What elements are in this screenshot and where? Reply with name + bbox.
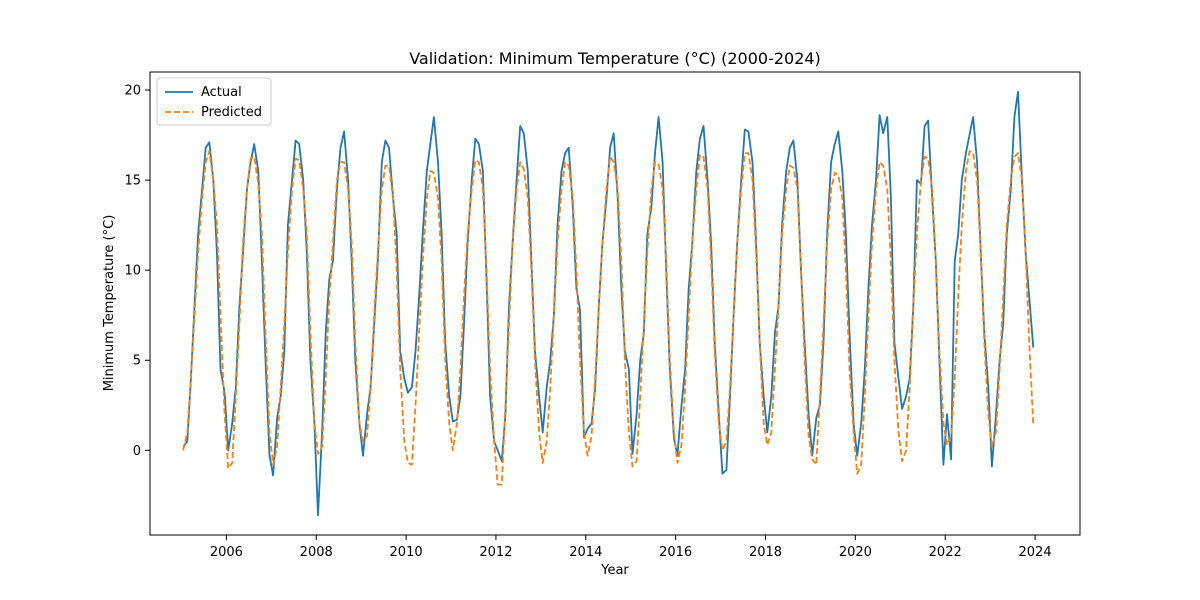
series-layer [182,90,1035,517]
legend-label-actual: Actual [201,85,242,100]
series-line-predicted [182,150,1035,486]
x-tick-label: 2008 [300,545,333,560]
x-axis: 2006 2008 2010 2012 2014 2016 2018 2020 2022 2024 [210,535,1052,560]
x-tick-label: 2018 [749,545,782,560]
y-tick-label: 20 [124,84,141,99]
x-tick-label: 2014 [569,545,602,560]
y-axis: 0 5 10 15 20 [124,84,150,459]
x-axis-label: Year [600,563,629,578]
x-tick-label: 2016 [659,545,692,560]
y-tick-label: 15 [124,174,141,189]
y-axis-label: Minimum Temperature (°C) [102,215,117,392]
y-tick-label: 0 [133,444,141,459]
y-tick-label: 5 [133,354,141,369]
legend-label-predicted: Predicted [201,105,262,120]
plot-frame [149,71,1081,536]
x-tick-label: 2020 [839,545,872,560]
x-tick-label: 2006 [210,545,243,560]
x-tick-label: 2010 [390,545,423,560]
legend: Actual Predicted [156,77,272,126]
y-tick-label: 10 [124,264,141,279]
legend-box [156,77,272,126]
chart-title: Validation: Minimum Temperature (°C) (20… [409,49,821,68]
x-tick-label: 2024 [1019,545,1052,560]
x-tick-label: 2022 [929,545,962,560]
x-tick-label: 2012 [479,545,512,560]
